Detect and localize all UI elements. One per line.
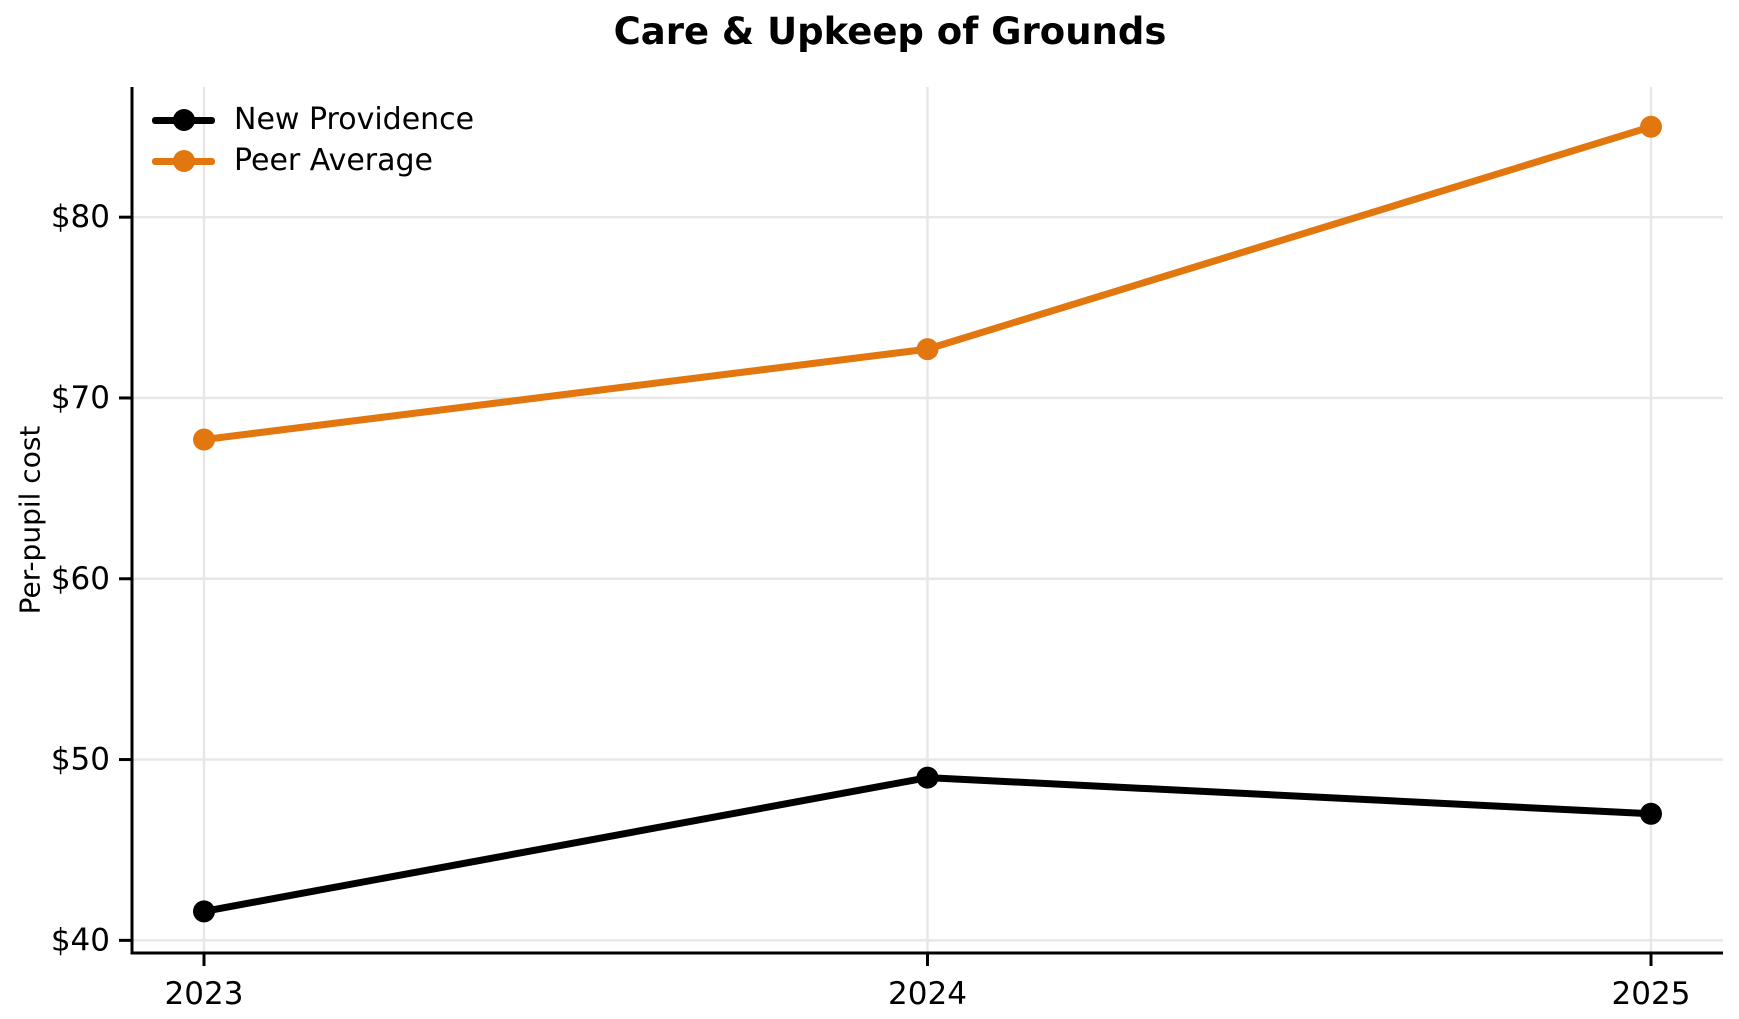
legend-dot-icon bbox=[172, 150, 195, 172]
y-tick-label: $80 bbox=[51, 199, 110, 235]
x-tick-label: 2024 bbox=[888, 976, 967, 1012]
x-tick-label: 2025 bbox=[1612, 976, 1691, 1012]
legend-line-marker-new-providence bbox=[152, 109, 215, 131]
y-tick-label: $70 bbox=[51, 380, 110, 416]
legend: New Providence Peer Average bbox=[152, 105, 474, 176]
chart-title: Care & Upkeep of Grounds bbox=[613, 10, 1167, 53]
y-tick-label: $40 bbox=[51, 922, 110, 958]
legend-item-new-providence: New Providence bbox=[152, 105, 474, 135]
y-tick-label: $60 bbox=[51, 561, 110, 597]
data-point-new-providence-2025 bbox=[1640, 802, 1662, 825]
data-point-peer-average-2025 bbox=[1640, 115, 1662, 138]
legend-dot-icon bbox=[172, 109, 195, 131]
y-tick-label: $50 bbox=[51, 742, 110, 778]
data-point-new-providence-2024 bbox=[916, 766, 939, 789]
data-point-new-providence-2023 bbox=[193, 900, 215, 923]
data-point-peer-average-2024 bbox=[916, 338, 939, 361]
legend-line-marker-peer-average bbox=[152, 150, 215, 172]
legend-label-peer-average: Peer Average bbox=[234, 143, 433, 178]
data-point-peer-average-2023 bbox=[193, 428, 215, 451]
legend-item-peer-average: Peer Average bbox=[152, 146, 474, 176]
legend-label-new-providence: New Providence bbox=[234, 102, 475, 137]
x-tick-label: 2023 bbox=[165, 976, 244, 1012]
